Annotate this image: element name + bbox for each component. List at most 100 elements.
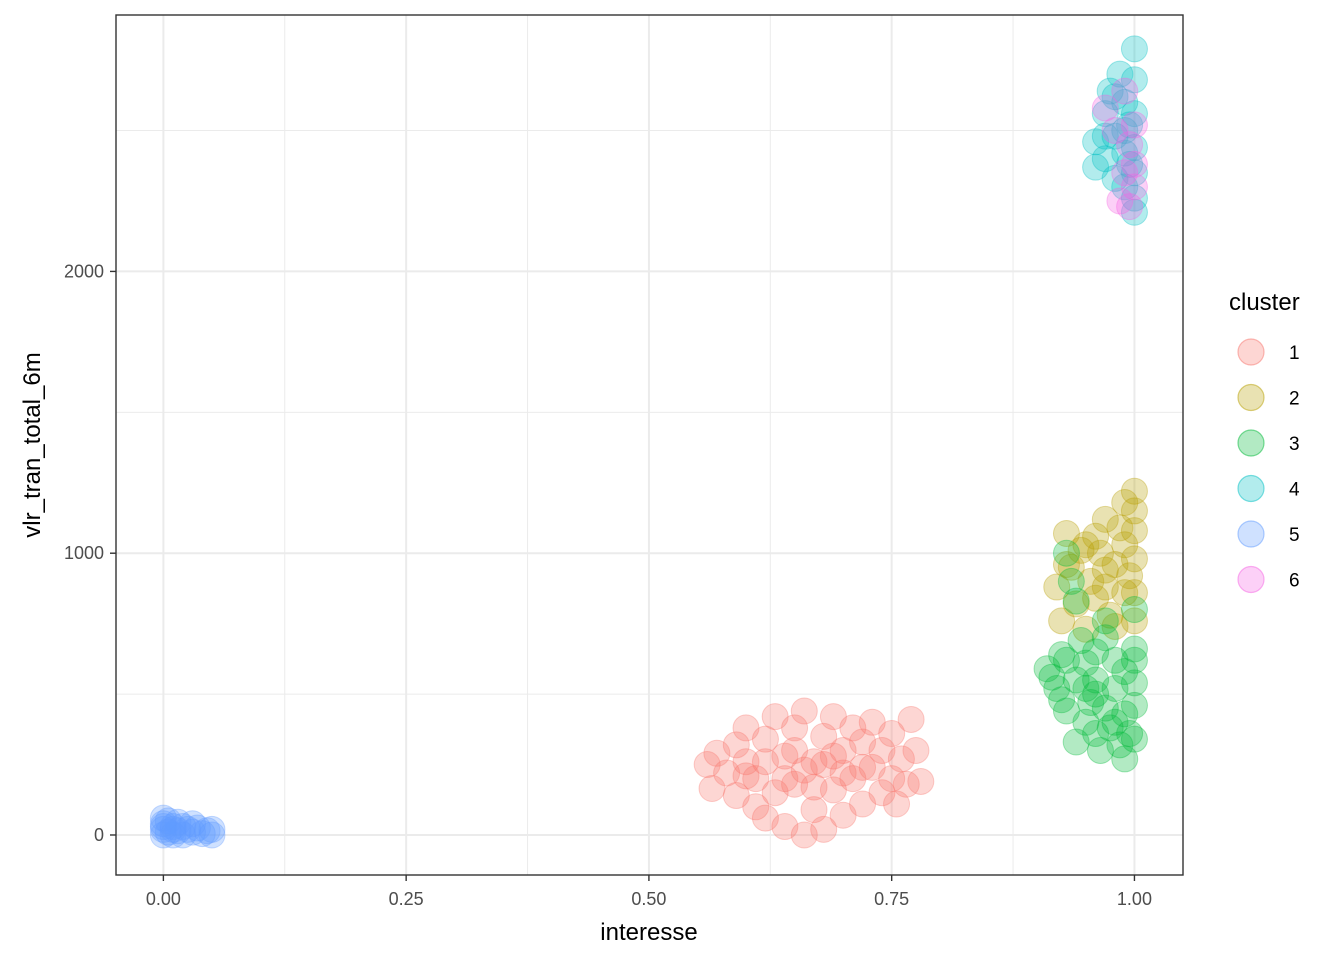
data-point-cluster-3 xyxy=(1052,539,1080,567)
data-point-cluster-1 xyxy=(742,765,770,793)
data-point-cluster-1 xyxy=(849,728,877,756)
data-point-cluster-3 xyxy=(1091,607,1119,635)
data-point-cluster-1 xyxy=(751,804,779,832)
legend: cluster 1 2 3 4 5 6 xyxy=(1229,289,1300,594)
data-point-cluster-1 xyxy=(790,821,818,849)
data-point-cluster-3 xyxy=(1033,655,1061,683)
data-point-cluster-2 xyxy=(1082,522,1110,550)
data-point-cluster-1 xyxy=(800,773,828,801)
data-point-cluster-3 xyxy=(1111,745,1139,773)
legend-label-1: 1 xyxy=(1289,343,1300,364)
data-point-cluster-1 xyxy=(732,762,760,790)
data-point-cluster-3 xyxy=(1052,697,1080,725)
data-point-cluster-1 xyxy=(781,770,809,798)
data-point-cluster-1 xyxy=(858,753,886,781)
data-point-cluster-4 xyxy=(1101,164,1129,192)
data-point-cluster-1 xyxy=(819,742,847,770)
x-tick-label: 0.25 xyxy=(389,889,424,909)
data-point-cluster-2 xyxy=(1120,607,1148,635)
data-point-cluster-1 xyxy=(849,790,877,818)
data-point-cluster-4 xyxy=(1120,100,1148,128)
x-tick-label: 1.00 xyxy=(1117,889,1152,909)
data-point-cluster-2 xyxy=(1111,488,1139,516)
data-point-cluster-2 xyxy=(1052,519,1080,547)
gridlines xyxy=(116,15,1183,875)
data-point-cluster-6 xyxy=(1116,131,1144,159)
data-point-cluster-1 xyxy=(751,725,779,753)
data-point-cluster-5 xyxy=(179,810,207,838)
data-point-cluster-4 xyxy=(1120,184,1148,212)
data-points xyxy=(149,35,1148,849)
data-point-cluster-3 xyxy=(1062,587,1090,615)
data-point-cluster-1 xyxy=(868,779,896,807)
y-axis: 0 1000 2000 xyxy=(64,261,116,845)
data-point-cluster-4 xyxy=(1106,60,1134,88)
data-point-cluster-2 xyxy=(1111,531,1139,559)
data-point-cluster-1 xyxy=(722,731,750,759)
data-point-cluster-1 xyxy=(722,782,750,810)
y-axis-title: vlr_tran_total_6m xyxy=(19,352,46,537)
data-point-cluster-3 xyxy=(1043,674,1071,702)
data-point-cluster-3 xyxy=(1120,669,1148,697)
data-point-cluster-1 xyxy=(858,708,886,736)
data-point-cluster-5 xyxy=(164,817,192,845)
data-point-cluster-1 xyxy=(771,765,799,793)
data-point-cluster-3 xyxy=(1111,700,1139,728)
legend-label-4: 4 xyxy=(1289,480,1300,501)
data-point-cluster-4 xyxy=(1120,159,1148,187)
data-point-cluster-3 xyxy=(1048,686,1076,714)
data-point-cluster-4 xyxy=(1111,173,1139,201)
legend-label-3: 3 xyxy=(1289,434,1300,455)
data-point-cluster-1 xyxy=(761,779,789,807)
y-tick-label: 2000 xyxy=(64,261,104,281)
data-point-cluster-2 xyxy=(1101,612,1129,640)
data-point-cluster-2 xyxy=(1067,536,1095,564)
data-point-cluster-5 xyxy=(169,813,197,841)
data-point-cluster-1 xyxy=(771,813,799,841)
data-point-cluster-1 xyxy=(781,714,809,742)
data-point-cluster-5 xyxy=(149,804,177,832)
data-point-cluster-2 xyxy=(1077,567,1105,595)
data-point-cluster-1 xyxy=(878,720,906,748)
x-tick-label: 0.00 xyxy=(146,889,181,909)
data-point-cluster-1 xyxy=(751,748,779,776)
data-point-cluster-4 xyxy=(1120,66,1148,94)
data-point-cluster-5 xyxy=(164,808,192,836)
data-point-cluster-2 xyxy=(1101,550,1129,578)
legend-item-4: 4 xyxy=(1237,474,1300,503)
data-point-cluster-5 xyxy=(174,815,202,843)
data-point-cluster-2 xyxy=(1106,514,1134,542)
data-point-cluster-2 xyxy=(1057,553,1085,581)
data-point-cluster-3 xyxy=(1082,720,1110,748)
data-point-cluster-1 xyxy=(761,703,789,731)
x-tick-label: 0.50 xyxy=(631,889,666,909)
data-point-cluster-2 xyxy=(1116,562,1144,590)
data-point-cluster-1 xyxy=(887,745,915,773)
data-point-cluster-1 xyxy=(907,767,935,795)
data-point-cluster-3 xyxy=(1062,728,1090,756)
legend-item-5: 5 xyxy=(1237,520,1300,548)
data-point-cluster-3 xyxy=(1106,731,1134,759)
x-axis: 0.00 0.25 0.50 0.75 1.00 xyxy=(146,875,1152,909)
data-point-cluster-2 xyxy=(1062,590,1090,618)
data-point-cluster-1 xyxy=(868,736,896,764)
data-point-cluster-1 xyxy=(829,801,857,829)
data-point-cluster-1 xyxy=(829,759,857,787)
legend-label-2: 2 xyxy=(1289,389,1300,410)
data-point-cluster-5 xyxy=(154,807,182,835)
data-point-cluster-1 xyxy=(800,748,828,776)
data-point-cluster-1 xyxy=(902,736,930,764)
data-point-cluster-4 xyxy=(1111,139,1139,167)
data-point-cluster-3 xyxy=(1077,689,1105,717)
data-point-cluster-5 xyxy=(159,815,187,843)
data-point-cluster-4 xyxy=(1101,83,1129,111)
legend-label-5: 5 xyxy=(1289,525,1300,546)
data-point-cluster-2 xyxy=(1072,615,1100,643)
data-point-cluster-1 xyxy=(693,751,721,779)
data-point-cluster-4 xyxy=(1091,145,1119,173)
legend-key-5 xyxy=(1237,520,1265,548)
data-point-cluster-2 xyxy=(1082,584,1110,612)
data-point-cluster-4 xyxy=(1116,150,1144,178)
data-point-cluster-1 xyxy=(771,742,799,770)
